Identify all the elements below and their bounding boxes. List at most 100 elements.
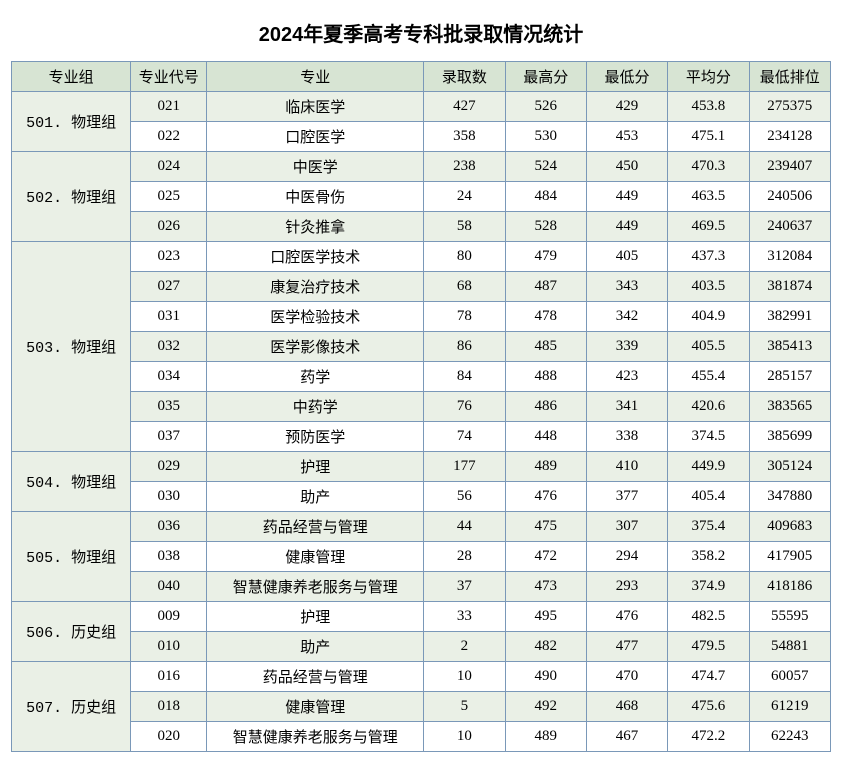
cell-min: 293 (586, 572, 667, 602)
cell-avg: 472.2 (668, 722, 749, 752)
table-row: 507. 历史组016药品经营与管理10490470474.760057 (12, 662, 831, 692)
cell-rank: 347880 (749, 482, 830, 512)
cell-major: 预防医学 (207, 422, 424, 452)
table-row: 022口腔医学358530453475.1234128 (12, 122, 831, 152)
cell-rank: 409683 (749, 512, 830, 542)
cell-rank: 417905 (749, 542, 830, 572)
table-row: 034药学84488423455.4285157 (12, 362, 831, 392)
cell-code: 018 (131, 692, 207, 722)
cell-rank: 239407 (749, 152, 830, 182)
cell-major: 医学检验技术 (207, 302, 424, 332)
cell-major: 健康管理 (207, 692, 424, 722)
cell-avg: 405.5 (668, 332, 749, 362)
cell-code: 025 (131, 182, 207, 212)
cell-avg: 437.3 (668, 242, 749, 272)
cell-major: 健康管理 (207, 542, 424, 572)
cell-count: 5 (424, 692, 505, 722)
col-avg: 平均分 (668, 62, 749, 92)
cell-major: 中药学 (207, 392, 424, 422)
cell-code: 030 (131, 482, 207, 512)
cell-code: 010 (131, 632, 207, 662)
cell-count: 56 (424, 482, 505, 512)
cell-code: 035 (131, 392, 207, 422)
cell-min: 410 (586, 452, 667, 482)
cell-major: 中医学 (207, 152, 424, 182)
col-rank: 最低排位 (749, 62, 830, 92)
table-row: 018健康管理5492468475.661219 (12, 692, 831, 722)
cell-max: 524 (505, 152, 586, 182)
cell-code: 024 (131, 152, 207, 182)
cell-major: 医学影像技术 (207, 332, 424, 362)
table-row: 025中医骨伤24484449463.5240506 (12, 182, 831, 212)
cell-avg: 475.1 (668, 122, 749, 152)
table-row: 035中药学76486341420.6383565 (12, 392, 831, 422)
cell-min: 468 (586, 692, 667, 722)
cell-count: 58 (424, 212, 505, 242)
cell-max: 487 (505, 272, 586, 302)
cell-code: 016 (131, 662, 207, 692)
cell-count: 86 (424, 332, 505, 362)
cell-code: 029 (131, 452, 207, 482)
cell-code: 036 (131, 512, 207, 542)
cell-avg: 375.4 (668, 512, 749, 542)
cell-min: 450 (586, 152, 667, 182)
cell-major: 药品经营与管理 (207, 512, 424, 542)
cell-rank: 240637 (749, 212, 830, 242)
cell-min: 453 (586, 122, 667, 152)
cell-avg: 453.8 (668, 92, 749, 122)
cell-max: 486 (505, 392, 586, 422)
header-row: 专业组 专业代号 专业 录取数 最高分 最低分 平均分 最低排位 (12, 62, 831, 92)
cell-count: 84 (424, 362, 505, 392)
cell-code: 020 (131, 722, 207, 752)
cell-rank: 285157 (749, 362, 830, 392)
table-row: 020智慧健康养老服务与管理10489467472.262243 (12, 722, 831, 752)
cell-min: 470 (586, 662, 667, 692)
cell-min: 339 (586, 332, 667, 362)
cell-avg: 420.6 (668, 392, 749, 422)
cell-rank: 382991 (749, 302, 830, 332)
cell-max: 472 (505, 542, 586, 572)
col-group: 专业组 (12, 62, 131, 92)
cell-major: 康复治疗技术 (207, 272, 424, 302)
cell-avg: 455.4 (668, 362, 749, 392)
cell-max: 482 (505, 632, 586, 662)
cell-avg: 374.5 (668, 422, 749, 452)
cell-code: 032 (131, 332, 207, 362)
cell-count: 427 (424, 92, 505, 122)
cell-min: 423 (586, 362, 667, 392)
group-cell: 506. 历史组 (12, 602, 131, 662)
cell-max: 492 (505, 692, 586, 722)
group-cell: 507. 历史组 (12, 662, 131, 752)
cell-major: 护理 (207, 452, 424, 482)
cell-min: 338 (586, 422, 667, 452)
cell-avg: 482.5 (668, 602, 749, 632)
table-row: 026针灸推拿58528449469.5240637 (12, 212, 831, 242)
cell-max: 485 (505, 332, 586, 362)
col-min: 最低分 (586, 62, 667, 92)
cell-avg: 474.7 (668, 662, 749, 692)
cell-rank: 381874 (749, 272, 830, 302)
page-title: 2024年夏季高考专科批录取情况统计 (10, 18, 832, 47)
cell-count: 238 (424, 152, 505, 182)
cell-major: 助产 (207, 632, 424, 662)
table-row: 505. 物理组036药品经营与管理44475307375.4409683 (12, 512, 831, 542)
cell-max: 526 (505, 92, 586, 122)
cell-max: 489 (505, 452, 586, 482)
cell-max: 476 (505, 482, 586, 512)
cell-rank: 385699 (749, 422, 830, 452)
cell-code: 038 (131, 542, 207, 572)
cell-avg: 403.5 (668, 272, 749, 302)
cell-max: 489 (505, 722, 586, 752)
cell-min: 405 (586, 242, 667, 272)
cell-major: 针灸推拿 (207, 212, 424, 242)
cell-min: 377 (586, 482, 667, 512)
cell-count: 68 (424, 272, 505, 302)
cell-min: 449 (586, 182, 667, 212)
cell-avg: 358.2 (668, 542, 749, 572)
cell-min: 449 (586, 212, 667, 242)
cell-count: 76 (424, 392, 505, 422)
cell-avg: 405.4 (668, 482, 749, 512)
table-row: 031医学检验技术78478342404.9382991 (12, 302, 831, 332)
group-cell: 502. 物理组 (12, 152, 131, 242)
cell-major: 口腔医学技术 (207, 242, 424, 272)
